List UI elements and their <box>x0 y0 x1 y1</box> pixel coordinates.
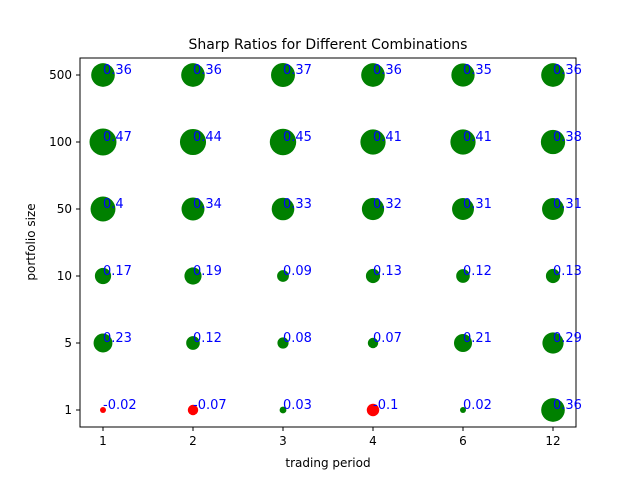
data-point <box>94 267 112 285</box>
data-label: 0.41 <box>463 130 492 145</box>
plot-border <box>79 57 577 428</box>
data-point <box>187 404 199 416</box>
data-point <box>93 333 113 353</box>
data-point <box>90 196 116 222</box>
data-point <box>460 407 466 413</box>
data-point <box>279 406 287 414</box>
x-tick-label: 6 <box>459 434 467 448</box>
data-point <box>451 63 475 87</box>
data-label: 0.13 <box>553 264 582 279</box>
data-point <box>269 128 297 156</box>
data-label: 0.37 <box>283 63 312 78</box>
data-label: 0.21 <box>463 331 492 346</box>
data-label: 0.47 <box>103 130 132 145</box>
data-label: 0.36 <box>553 63 582 78</box>
data-point <box>456 269 470 283</box>
x-tick-label: 12 <box>545 434 560 448</box>
data-point <box>179 128 207 156</box>
x-tick-label: 1 <box>99 434 107 448</box>
data-label: 0.4 <box>103 197 124 212</box>
data-labels: -0.02 -0.07 0.03 -0.1 0.02 0.36 0.23 0.12 0.08 0.… <box>103 63 582 413</box>
data-label: 0.38 <box>553 130 582 145</box>
y-axis-label: portfolio size <box>24 203 38 280</box>
data-point <box>542 198 564 220</box>
y-tick-label: 1 <box>64 403 72 417</box>
data-point <box>271 197 295 221</box>
data-point <box>541 63 565 87</box>
data-point <box>186 336 200 350</box>
x-axis-label: trading period <box>285 456 370 470</box>
data-label: 0.36 <box>553 398 582 413</box>
data-label: 0.36 <box>193 63 222 78</box>
data-point <box>541 398 565 422</box>
data-point <box>367 337 379 349</box>
data-label: 0.36 <box>103 63 132 78</box>
data-label: 0.45 <box>283 130 312 145</box>
data-point <box>452 198 474 220</box>
x-tick-label: 2 <box>189 434 197 448</box>
data-label: 0.44 <box>193 130 222 145</box>
data-point <box>277 270 289 282</box>
data-label: 0.32 <box>373 197 402 212</box>
data-label: 0.35 <box>463 63 492 78</box>
data-label: -0.02 <box>103 398 137 413</box>
data-point <box>361 197 385 221</box>
data-point <box>277 337 289 349</box>
data-point <box>91 63 115 87</box>
data-point <box>89 128 117 156</box>
data-point <box>450 129 476 155</box>
data-point <box>365 268 381 284</box>
data-label: 0.07 <box>373 331 402 346</box>
y-axis: 1 5 10 50 100 500 <box>49 68 80 417</box>
data-label: 0.12 <box>463 264 492 279</box>
data-label: 0.34 <box>193 197 222 212</box>
y-tick-label: 100 <box>49 135 72 149</box>
y-tick-label: 5 <box>64 336 72 350</box>
data-point <box>545 268 561 284</box>
data-label: 0.31 <box>463 197 492 212</box>
data-label: 0.12 <box>193 331 222 346</box>
x-tick-label: 4 <box>369 434 377 448</box>
data-points <box>89 63 566 422</box>
y-tick-label: 500 <box>49 68 72 82</box>
data-point <box>100 407 106 413</box>
data-point <box>540 129 566 155</box>
data-point <box>181 63 205 87</box>
data-label: 0.36 <box>373 63 402 78</box>
data-label: 0.31 <box>553 197 582 212</box>
y-tick-label: 50 <box>57 202 72 216</box>
data-label: 0.13 <box>373 264 402 279</box>
data-label: 0.41 <box>373 130 402 145</box>
data-point <box>181 197 205 221</box>
data-label: 0.23 <box>103 331 132 346</box>
y-tick-label: 10 <box>57 269 72 283</box>
data-point <box>184 267 202 285</box>
data-point <box>542 332 564 354</box>
data-point <box>366 403 380 417</box>
data-point <box>271 63 295 87</box>
data-point <box>360 129 386 155</box>
data-label: 0.02 <box>463 398 492 413</box>
data-label: 0.09 <box>283 264 312 279</box>
data-label: 0.19 <box>193 264 222 279</box>
data-label: 0.17 <box>103 264 132 279</box>
data-label: -0.1 <box>373 398 398 413</box>
x-tick-label: 3 <box>279 434 287 448</box>
data-label: 0.29 <box>553 331 582 346</box>
x-axis: 1 2 3 4 6 12 <box>99 427 561 448</box>
chart-title: Sharp Ratios for Different Combinations <box>189 37 468 53</box>
data-point <box>453 333 473 353</box>
plot-area <box>79 57 577 428</box>
data-label: 0.03 <box>283 398 312 413</box>
data-label: 0.08 <box>283 331 312 346</box>
data-label: -0.07 <box>193 398 227 413</box>
data-point <box>361 63 385 87</box>
data-label: 0.33 <box>283 197 312 212</box>
